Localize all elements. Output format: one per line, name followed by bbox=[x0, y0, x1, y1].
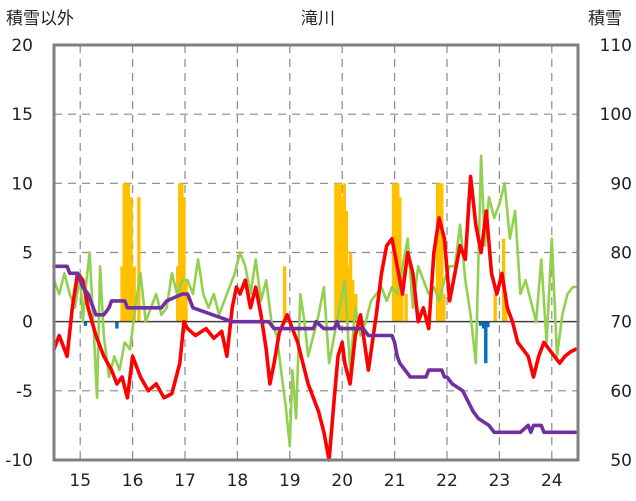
x-tick-label: 22 bbox=[436, 471, 458, 491]
snowfall-bar bbox=[440, 183, 444, 322]
left-y-ticks: 20 15 10 5 0 -5 -10 bbox=[5, 36, 33, 471]
temperature-line bbox=[52, 174, 578, 462]
x-ticks: 15 16 17 18 19 20 21 22 23 24 bbox=[69, 471, 562, 491]
x-tick-label: 15 bbox=[69, 471, 91, 491]
snowfall-bar bbox=[338, 183, 342, 322]
plot-frame bbox=[52, 43, 580, 462]
negative-bar bbox=[484, 321, 488, 364]
snowfall-bar bbox=[334, 183, 338, 322]
snowfall-bar bbox=[122, 183, 126, 322]
right-axis-label: 積雪 bbox=[588, 9, 622, 29]
negative-bar bbox=[83, 321, 88, 326]
snowfall-bar bbox=[342, 183, 346, 322]
snowfall-bar bbox=[126, 183, 131, 322]
series-lines bbox=[52, 154, 578, 462]
snowfall-bar bbox=[336, 183, 340, 322]
y-left-tick-label: 0 bbox=[22, 313, 33, 333]
snowfall-bar bbox=[340, 197, 344, 322]
y-right-tick-label: 50 bbox=[610, 451, 632, 471]
snowfall-bar bbox=[350, 280, 355, 322]
snowfall-bar bbox=[124, 183, 129, 322]
y-right-tick-label: 80 bbox=[610, 244, 632, 264]
snowfall-bar bbox=[404, 294, 408, 322]
y-right-tick-label: 110 bbox=[600, 36, 632, 56]
snowfall-bar bbox=[344, 211, 349, 322]
negative-bars bbox=[83, 321, 490, 364]
x-tick-label: 19 bbox=[279, 471, 301, 491]
snowfall-bar bbox=[346, 266, 351, 322]
x-tick-label: 21 bbox=[384, 471, 406, 491]
snowfall-bar bbox=[184, 280, 188, 322]
snowfall-bar bbox=[442, 294, 446, 322]
x-tick-label: 17 bbox=[174, 471, 196, 491]
negative-bar bbox=[481, 321, 486, 329]
y-right-tick-label: 90 bbox=[610, 174, 632, 194]
x-tick-label: 18 bbox=[227, 471, 249, 491]
snowfall-bar bbox=[493, 294, 497, 322]
negative-bar bbox=[115, 321, 119, 329]
y-left-tick-label: 15 bbox=[11, 105, 33, 125]
snowfall-bar bbox=[435, 183, 440, 322]
snowfall-bar bbox=[137, 197, 141, 322]
snowfall-bar bbox=[348, 252, 353, 322]
y-left-tick-label: -5 bbox=[16, 382, 33, 402]
negative-bar bbox=[478, 321, 483, 326]
x-tick-label: 16 bbox=[122, 471, 144, 491]
y-right-tick-label: 100 bbox=[600, 105, 632, 125]
x-tick-label: 20 bbox=[331, 471, 353, 491]
snowfall-bar bbox=[178, 183, 182, 322]
snowfall-bar bbox=[437, 183, 442, 322]
snow_depth-line bbox=[52, 264, 578, 435]
negative-bar bbox=[486, 321, 490, 328]
y-left-tick-label: 5 bbox=[22, 244, 33, 264]
snowfall-bar bbox=[282, 266, 287, 322]
right-y-ticks: 110 100 90 80 70 60 50 bbox=[600, 36, 632, 471]
snowfall-bar bbox=[182, 197, 186, 322]
x-tick-label: 23 bbox=[489, 471, 511, 491]
y-left-tick-label: 10 bbox=[11, 174, 33, 194]
snowfall-bar bbox=[129, 197, 133, 322]
y-right-tick-label: 60 bbox=[610, 382, 632, 402]
chart-title: 滝川 bbox=[301, 9, 335, 29]
snowfall-bar bbox=[180, 183, 184, 322]
snowfall-bar bbox=[398, 197, 402, 322]
snowfall-bar bbox=[132, 266, 136, 322]
snowfall-bar bbox=[396, 183, 400, 322]
x-tick-label: 24 bbox=[541, 471, 563, 491]
left-axis-label: 積雪以外 bbox=[6, 9, 74, 29]
y-left-tick-label: -10 bbox=[5, 451, 33, 471]
y-left-tick-label: 20 bbox=[11, 36, 33, 56]
y-right-tick-label: 70 bbox=[610, 313, 632, 333]
snowfall-bar bbox=[120, 266, 124, 322]
